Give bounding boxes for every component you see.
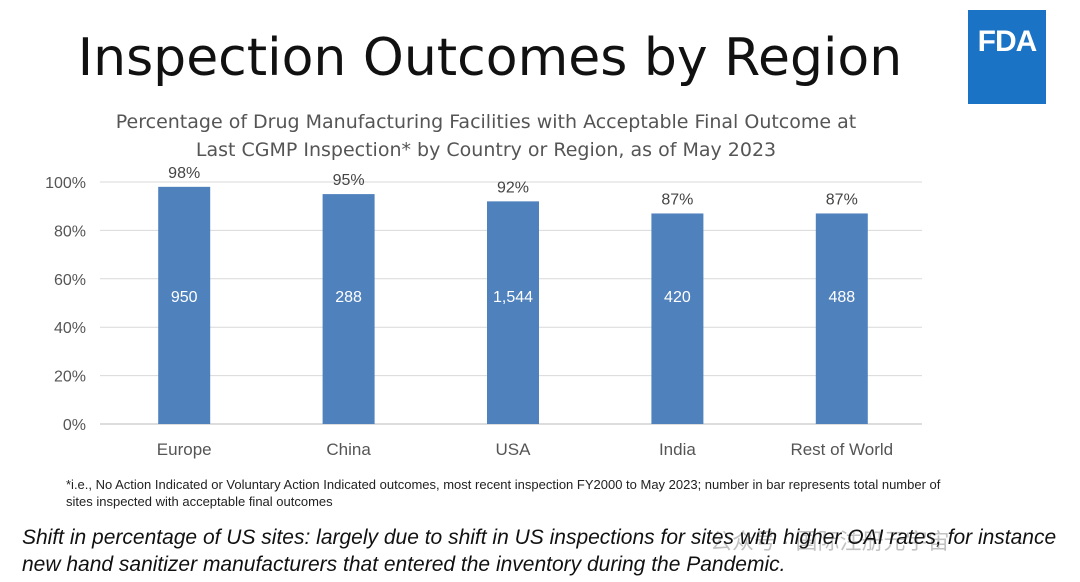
y-tick-label: 60% (54, 272, 86, 289)
bar-chart: 0% 20% 40% 60% 80% 100% 98% 950 Europe 95% 288 Chin… (45, 165, 922, 459)
y-tick-label: 100% (45, 175, 86, 192)
data-label: 87% (826, 191, 858, 208)
y-tick-label: 80% (54, 223, 86, 240)
y-tick-label: 20% (54, 369, 86, 386)
chart-title: Percentage of Drug Manufacturing Facilit… (100, 108, 872, 164)
watermark: 公众号 · 国际注册元宇宙 (710, 529, 950, 554)
x-tick-label: China (326, 440, 371, 459)
data-label: 95% (333, 172, 365, 189)
y-tick-label: 40% (54, 320, 86, 337)
bar-count-label: 288 (335, 289, 362, 306)
x-tick-label: Rest of World (790, 440, 893, 459)
bar-count-label: 488 (828, 289, 855, 306)
note: Shift in percentage of US sites: largely… (22, 526, 1057, 576)
data-label: 87% (661, 191, 693, 208)
bar (651, 213, 704, 424)
bar (322, 194, 375, 424)
bar (158, 186, 211, 424)
footnote: *i.e., No Action Indicated or Voluntary … (66, 477, 941, 509)
y-tick-label: 0% (63, 417, 86, 434)
bar-count-label: 950 (171, 289, 198, 306)
slide-title: Inspection Outcomes by Region (77, 28, 903, 88)
x-tick-label: USA (496, 440, 532, 459)
bar-count-label: 420 (664, 289, 691, 306)
bar (815, 213, 868, 424)
data-label: 92% (497, 179, 529, 196)
chart-title-line-1: Percentage of Drug Manufacturing Facilit… (115, 111, 857, 133)
x-tick-label: Europe (157, 440, 212, 459)
chart-title-line-2: Last CGMP Inspection* by Country or Regi… (195, 139, 777, 161)
fda-logo: FDA (968, 10, 1046, 104)
bar-count-label: 1,544 (493, 289, 533, 306)
bar (487, 201, 539, 424)
x-tick-label: India (659, 440, 696, 459)
data-label: 98% (168, 165, 200, 182)
